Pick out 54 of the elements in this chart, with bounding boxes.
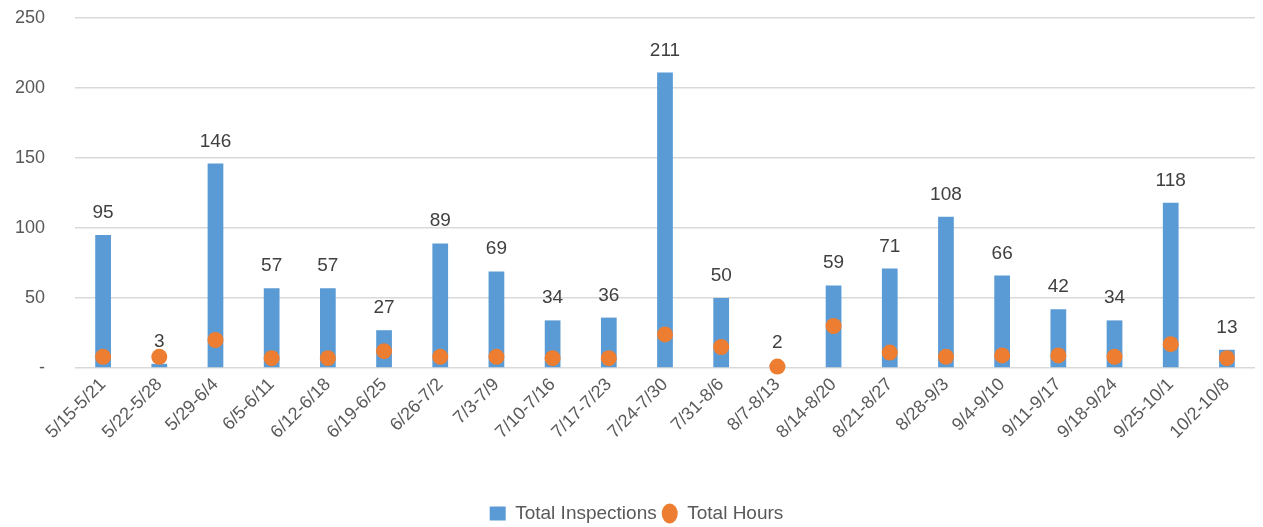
y-tick-label: -	[39, 356, 45, 377]
point	[432, 348, 449, 365]
point	[207, 332, 224, 348]
y-tick-label: 200	[14, 76, 45, 97]
point	[1106, 348, 1123, 365]
point	[263, 350, 280, 367]
point	[544, 350, 561, 367]
point	[937, 348, 954, 365]
data-label: 42	[1047, 275, 1069, 297]
data-label: 59	[823, 251, 845, 273]
point	[488, 348, 505, 365]
bar	[1162, 202, 1179, 368]
point	[151, 348, 168, 365]
data-label: 211	[649, 38, 681, 60]
legend-label: Total Hours	[687, 501, 784, 523]
bar	[938, 216, 954, 368]
data-label: 108	[930, 182, 962, 204]
point	[994, 347, 1011, 364]
data-label: 3	[154, 329, 165, 351]
data-label: 66	[991, 241, 1013, 263]
bar	[657, 72, 673, 368]
data-label: 27	[373, 296, 395, 318]
data-label: 34	[1103, 286, 1126, 308]
legend-label: Total Inspections	[515, 501, 657, 523]
data-label: 34	[542, 286, 564, 308]
data-label: 57	[317, 254, 339, 276]
data-label: 89	[429, 209, 451, 231]
data-label: 50	[710, 264, 732, 285]
point	[713, 339, 730, 355]
point	[825, 318, 842, 334]
data-label: 13	[1216, 315, 1238, 337]
data-label: 57	[261, 254, 283, 276]
data-label: 69	[485, 237, 507, 259]
y-tick-label: 50	[24, 286, 45, 307]
point	[376, 343, 393, 360]
point	[1050, 347, 1067, 364]
data-label: 71	[879, 234, 901, 256]
data-label: 2	[772, 331, 783, 353]
data-label: 146	[199, 129, 232, 151]
point	[881, 344, 898, 361]
bar	[207, 163, 224, 368]
point	[319, 350, 336, 367]
point	[657, 326, 673, 343]
point	[95, 348, 112, 365]
data-label: 118	[1155, 168, 1186, 190]
point	[1162, 336, 1179, 353]
point	[769, 358, 786, 375]
data-label: 36	[598, 283, 620, 305]
y-tick-label: 250	[14, 6, 45, 27]
point	[600, 350, 617, 367]
data-label: 95	[92, 201, 114, 222]
bar	[95, 235, 111, 368]
y-tick-label: 150	[14, 146, 45, 167]
y-tick-label: 100	[14, 216, 45, 237]
